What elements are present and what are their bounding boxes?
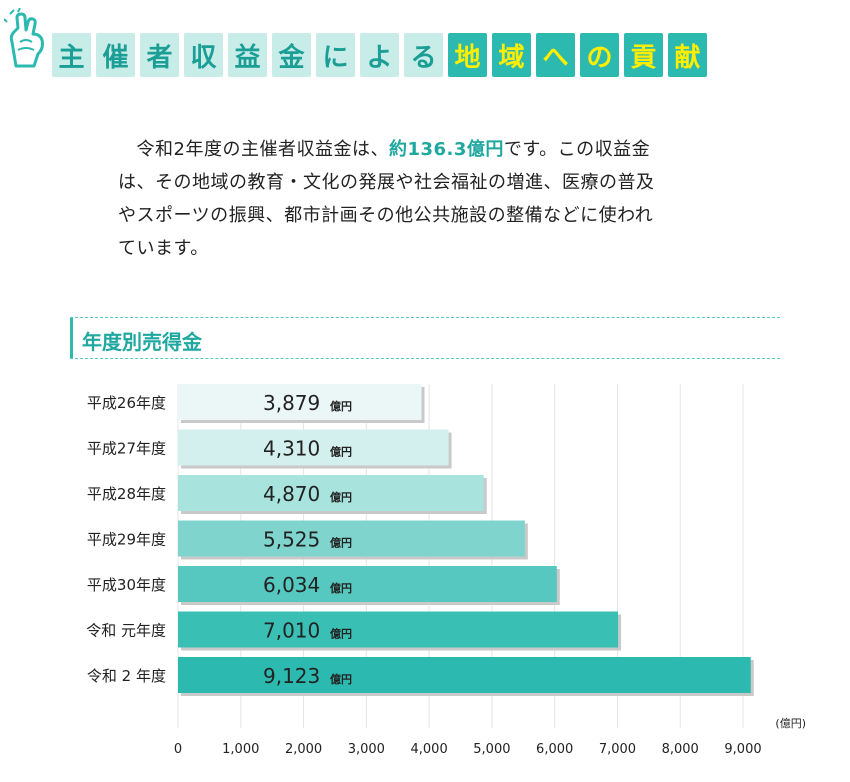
category-label: 令和 2 年度 — [87, 667, 166, 685]
x-tick-label: 9,000 — [724, 742, 761, 757]
category-label: 令和 元年度 — [86, 622, 166, 640]
bar — [178, 429, 449, 466]
title-char: 催 — [96, 33, 135, 77]
data-label: 4,310 — [263, 437, 320, 461]
pointing-hand-icon — [4, 8, 44, 68]
x-tick-label: 8,000 — [662, 742, 699, 757]
data-label-unit: 億円 — [330, 536, 352, 550]
data-label-unit: 億円 — [330, 490, 352, 504]
x-tick-label: 4,000 — [411, 742, 448, 757]
x-tick-label: 2,000 — [285, 742, 322, 757]
title-highlight-char: 地 — [448, 33, 487, 77]
data-label: 5,525 — [263, 528, 320, 552]
data-label: 4,870 — [263, 482, 320, 506]
section-title: 年度別売得金 — [82, 330, 202, 354]
title-char: 収 — [184, 33, 223, 77]
x-tick-label: 3,000 — [348, 742, 385, 757]
title-highlight-char: の — [580, 33, 619, 77]
category-label: 平成29年度 — [87, 531, 166, 549]
x-tick-label: 5,000 — [473, 742, 510, 757]
x-tick-label: 0 — [174, 742, 182, 757]
title-highlight-char: 貢 — [624, 33, 663, 77]
section-accent-bar — [70, 318, 73, 358]
x-axis-unit: (億円) — [775, 717, 806, 730]
intro-text: 令和2年度の主催者収益金は、 — [118, 139, 389, 160]
bar — [178, 520, 525, 557]
data-label: 3,879 — [263, 391, 320, 415]
x-tick-label: 1,000 — [222, 742, 259, 757]
data-label-unit: 億円 — [330, 399, 352, 413]
category-label: 平成26年度 — [87, 394, 166, 412]
bar — [178, 611, 619, 648]
category-label: 平成30年度 — [87, 576, 166, 594]
data-label-unit: 億円 — [330, 581, 352, 595]
title-char: 者 — [140, 33, 179, 77]
title-char: よ — [360, 33, 399, 77]
category-label: 平成28年度 — [87, 485, 166, 503]
data-label: 7,010 — [263, 619, 320, 643]
page-title: 主 催 者 収 益 金 に よ る 地 域 へ の 貢 献 — [52, 33, 707, 83]
data-label-unit: 億円 — [330, 445, 352, 459]
title-char: る — [404, 33, 443, 77]
title-highlight-char: 域 — [492, 33, 531, 77]
section-header: 年度別売得金 — [70, 317, 780, 359]
data-label-unit: 億円 — [330, 672, 352, 686]
bar — [178, 384, 422, 420]
title-char: 金 — [272, 33, 311, 77]
title-char: 主 — [52, 33, 91, 77]
x-tick-label: 6,000 — [536, 742, 573, 757]
title-highlight-char: へ — [536, 33, 575, 77]
data-label: 6,034 — [263, 573, 320, 597]
data-label-unit: 億円 — [330, 627, 352, 641]
intro-paragraph: 令和2年度の主催者収益金は、約136.3億円です。この収益金 は、その地域の教育… — [118, 133, 758, 265]
intro-text: です。この収益金 は、その地域の教育・文化の発展や社会福祉の増進、医療の普及 や… — [118, 139, 655, 259]
intro-emphasis: 約136.3億円 — [388, 139, 504, 160]
bar — [178, 475, 484, 511]
title-highlight-char: 献 — [668, 33, 707, 77]
bar — [178, 566, 557, 602]
title-char: 益 — [228, 33, 267, 77]
x-tick-label: 7,000 — [599, 742, 636, 757]
data-label: 9,123 — [263, 664, 320, 688]
category-label: 平成27年度 — [87, 440, 166, 458]
title-char: に — [316, 33, 355, 77]
bar — [178, 657, 751, 693]
